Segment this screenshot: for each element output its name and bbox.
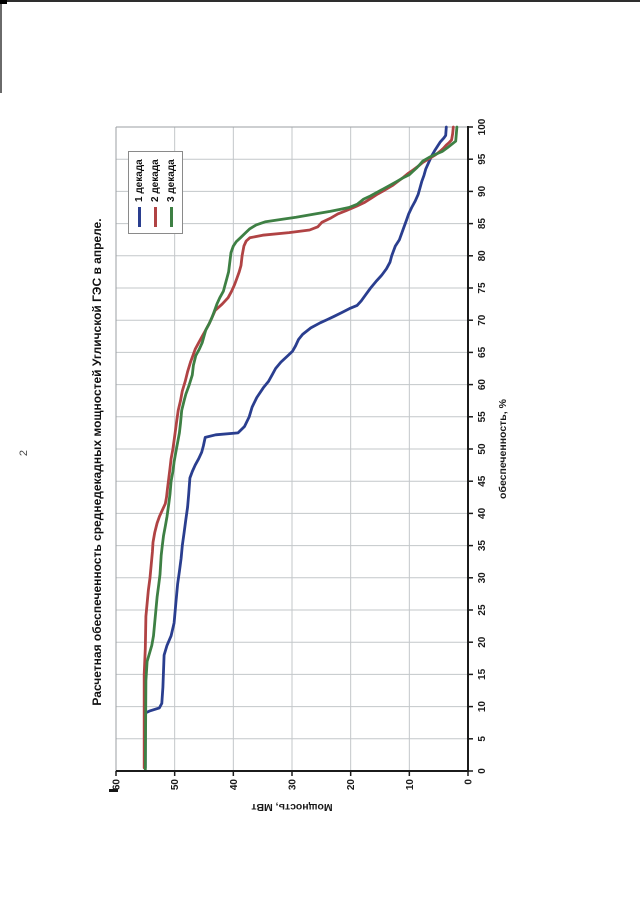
x-tick-label: 60 (477, 379, 488, 391)
x-tick-label: 95 (477, 153, 488, 165)
x-tick-label: 70 (477, 314, 488, 326)
legend-swatch-series-3 (170, 207, 173, 227)
chart-title: Расчетная обеспеченность среднедекадных … (90, 218, 104, 706)
x-tick-label: 25 (477, 604, 488, 616)
page-number: 2 (18, 449, 30, 457)
legend-swatch-series-1 (138, 207, 141, 227)
x-axis-title: обеспеченность, % (497, 398, 509, 499)
x-tick-label: 55 (477, 411, 488, 423)
scan-edge-artifact-left (0, 0, 2, 93)
x-tick-label: 80 (477, 250, 488, 262)
scan-edge-artifact-corner (0, 0, 7, 4)
y-tick-label: 20 (346, 779, 357, 791)
x-tick-label: 50 (477, 443, 488, 455)
x-tick-label: 20 (477, 636, 488, 648)
x-tick-label: 65 (477, 346, 488, 358)
x-tick-label: 75 (477, 282, 488, 294)
legend: 1 декада 2 декада 3 декада (128, 151, 183, 234)
x-tick-label: 45 (477, 475, 488, 487)
y-tick-label: 10 (405, 779, 416, 791)
x-tick-label: 90 (477, 185, 488, 197)
legend-item: 1 декада (132, 159, 147, 227)
x-tick-label: 85 (477, 218, 488, 230)
x-tick-label: 35 (477, 540, 488, 552)
y-tick-label: 50 (170, 779, 181, 791)
scan-speck-artifact (109, 789, 118, 792)
legend-swatch-series-2 (154, 207, 157, 227)
x-tick-label: 0 (477, 768, 488, 774)
legend-item: 2 декада (148, 159, 163, 227)
x-tick-label: 15 (477, 668, 488, 680)
y-tick-label: 60 (112, 779, 123, 791)
legend-label-series-2: 2 декада (150, 159, 161, 202)
legend-label-series-3: 3 декада (166, 159, 177, 202)
series-line-3 (143, 125, 459, 772)
scan-edge-artifact-top (0, 0, 640, 2)
series-line-1 (143, 125, 448, 770)
legend-item: 3 декада (164, 159, 179, 227)
rotated-chart: Расчетная обеспеченность среднедекадных … (90, 107, 520, 817)
y-tick-label: 40 (229, 779, 240, 791)
x-tick-label: 40 (477, 507, 488, 519)
y-axis-title: Мощность, МВт (251, 801, 332, 813)
x-tick-label: 10 (477, 701, 488, 713)
y-tick-label: 30 (288, 779, 299, 791)
x-tick-label: 5 (477, 736, 488, 742)
y-tick-label: 0 (464, 779, 475, 785)
chart-plot-svg: 0 5 10 15 20 25 30 35 40 45 50 55 60 65 70 75 80 85 90 95 10… (112, 118, 510, 813)
legend-label-series-1: 1 декада (134, 159, 145, 202)
x-tick-label: 30 (477, 572, 488, 584)
x-tick-label: 100 (477, 118, 488, 135)
